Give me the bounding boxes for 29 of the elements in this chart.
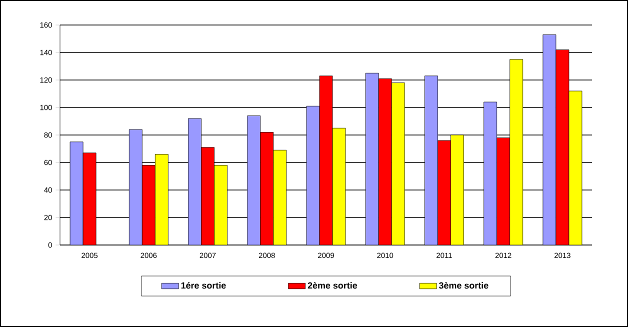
bar: [306, 106, 320, 245]
bar: [332, 128, 346, 245]
bar: [260, 132, 274, 245]
bar: [496, 138, 510, 245]
bar: [378, 78, 392, 245]
bar: [201, 147, 214, 245]
bar: [320, 76, 333, 245]
bar: [142, 165, 156, 245]
bar: [556, 50, 570, 245]
bar: [273, 150, 286, 245]
bar: [438, 140, 451, 245]
bar: [510, 59, 523, 245]
bar: [366, 73, 379, 245]
bar: [568, 90, 582, 245]
legend-label: 1ére sortie: [181, 282, 226, 289]
bar: [247, 116, 260, 245]
bar: [188, 118, 202, 245]
bar: [155, 154, 168, 245]
bar: [214, 165, 228, 245]
bar: [450, 135, 464, 245]
bar: [484, 102, 497, 245]
bar: [83, 152, 96, 245]
legend-label: 3ème sortie: [438, 282, 488, 289]
bar: [424, 76, 438, 245]
legend-label: 2ème sortie: [308, 282, 358, 289]
bar: [392, 82, 405, 245]
bar: [542, 34, 556, 245]
bar: [129, 130, 142, 245]
bar: [70, 142, 84, 245]
